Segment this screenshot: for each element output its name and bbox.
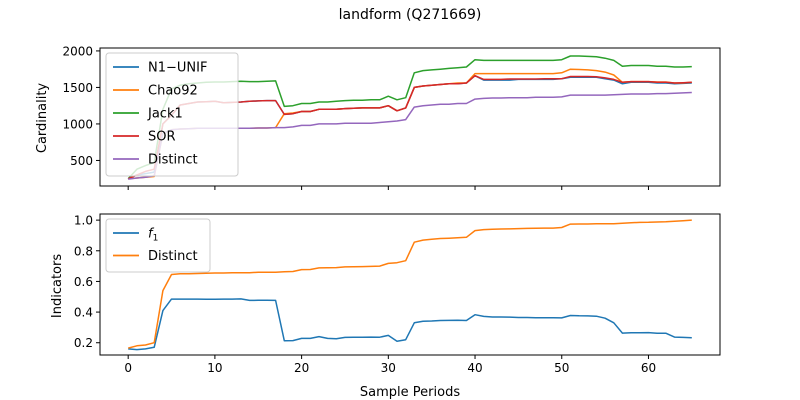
indicators-legend: f1 Distinct bbox=[105, 218, 211, 273]
cardinality-legend-box bbox=[105, 52, 239, 177]
indicators-xtick-label: 60 bbox=[641, 361, 656, 375]
indicators-ytick-label: 0.4 bbox=[74, 306, 93, 320]
indicators-xtick-label: 40 bbox=[467, 361, 482, 375]
indicators-ytick-label: 0.8 bbox=[74, 244, 93, 258]
cardinality-legend-label-distinct: Distinct bbox=[148, 153, 198, 168]
indicators-xtick-label: 0 bbox=[124, 361, 132, 375]
cardinality-legend-label-chao92: Chao92 bbox=[148, 84, 198, 99]
indicators-xtick-label: 20 bbox=[294, 361, 309, 375]
indicators-series-lines bbox=[128, 219, 692, 351]
indicators-legend-label-f1: f1 bbox=[148, 227, 158, 244]
cardinality-frame bbox=[99, 47, 721, 187]
cardinality-ytick-label: 1000 bbox=[62, 117, 93, 131]
cardinality-ytick-label: 500 bbox=[70, 154, 93, 168]
cardinality-ytick-label: 2000 bbox=[62, 44, 93, 58]
cardinality-legend-label-n1-unif: N1−UNIF bbox=[148, 61, 207, 76]
indicators-xtick-label: 50 bbox=[554, 361, 569, 375]
indicators-ytick-label: 0.6 bbox=[74, 275, 93, 289]
cardinality-legend-label-sor: SOR bbox=[148, 130, 176, 145]
indicators-legend-box bbox=[105, 218, 211, 273]
cardinality-ytick-label: 1500 bbox=[62, 81, 93, 95]
indicators-legend-label-distinct: Distinct bbox=[148, 249, 198, 264]
cardinality-legend: N1−UNIF Chao92 Jack1 SOR Distinct bbox=[105, 52, 239, 177]
indicators-frame bbox=[99, 213, 721, 356]
cardinality-panel: 500 1000 1500 2000 Cardinality N1−UNIF Chao9… bbox=[35, 44, 721, 190]
indicators-ylabel: Indicators bbox=[50, 254, 65, 318]
indicators-axes: 0 10 20 30 40 50 60 0.2 0.4 0.6 0.8 1.0 bbox=[74, 213, 721, 375]
indicators-xtick-label: 10 bbox=[207, 361, 222, 375]
cardinality-legend-label-jack1: Jack1 bbox=[147, 107, 183, 122]
indicators-line-f1 bbox=[128, 298, 692, 351]
indicators-xlabel: Sample Periods bbox=[360, 385, 460, 400]
indicators-xtick-label: 30 bbox=[381, 361, 396, 375]
indicators-ytick-label: 1.0 bbox=[74, 214, 93, 228]
indicators-line-distinct bbox=[128, 219, 692, 349]
cardinality-ylabel: Cardinality bbox=[35, 83, 50, 154]
cardinality-axes: 500 1000 1500 2000 bbox=[62, 44, 721, 190]
indicators-ytick-label: 0.2 bbox=[74, 336, 93, 350]
indicators-panel: 0 10 20 30 40 50 600.20.40.60.81.0 Indicators … bbox=[50, 213, 721, 400]
figure-title: landform (Q271669) bbox=[339, 7, 482, 23]
